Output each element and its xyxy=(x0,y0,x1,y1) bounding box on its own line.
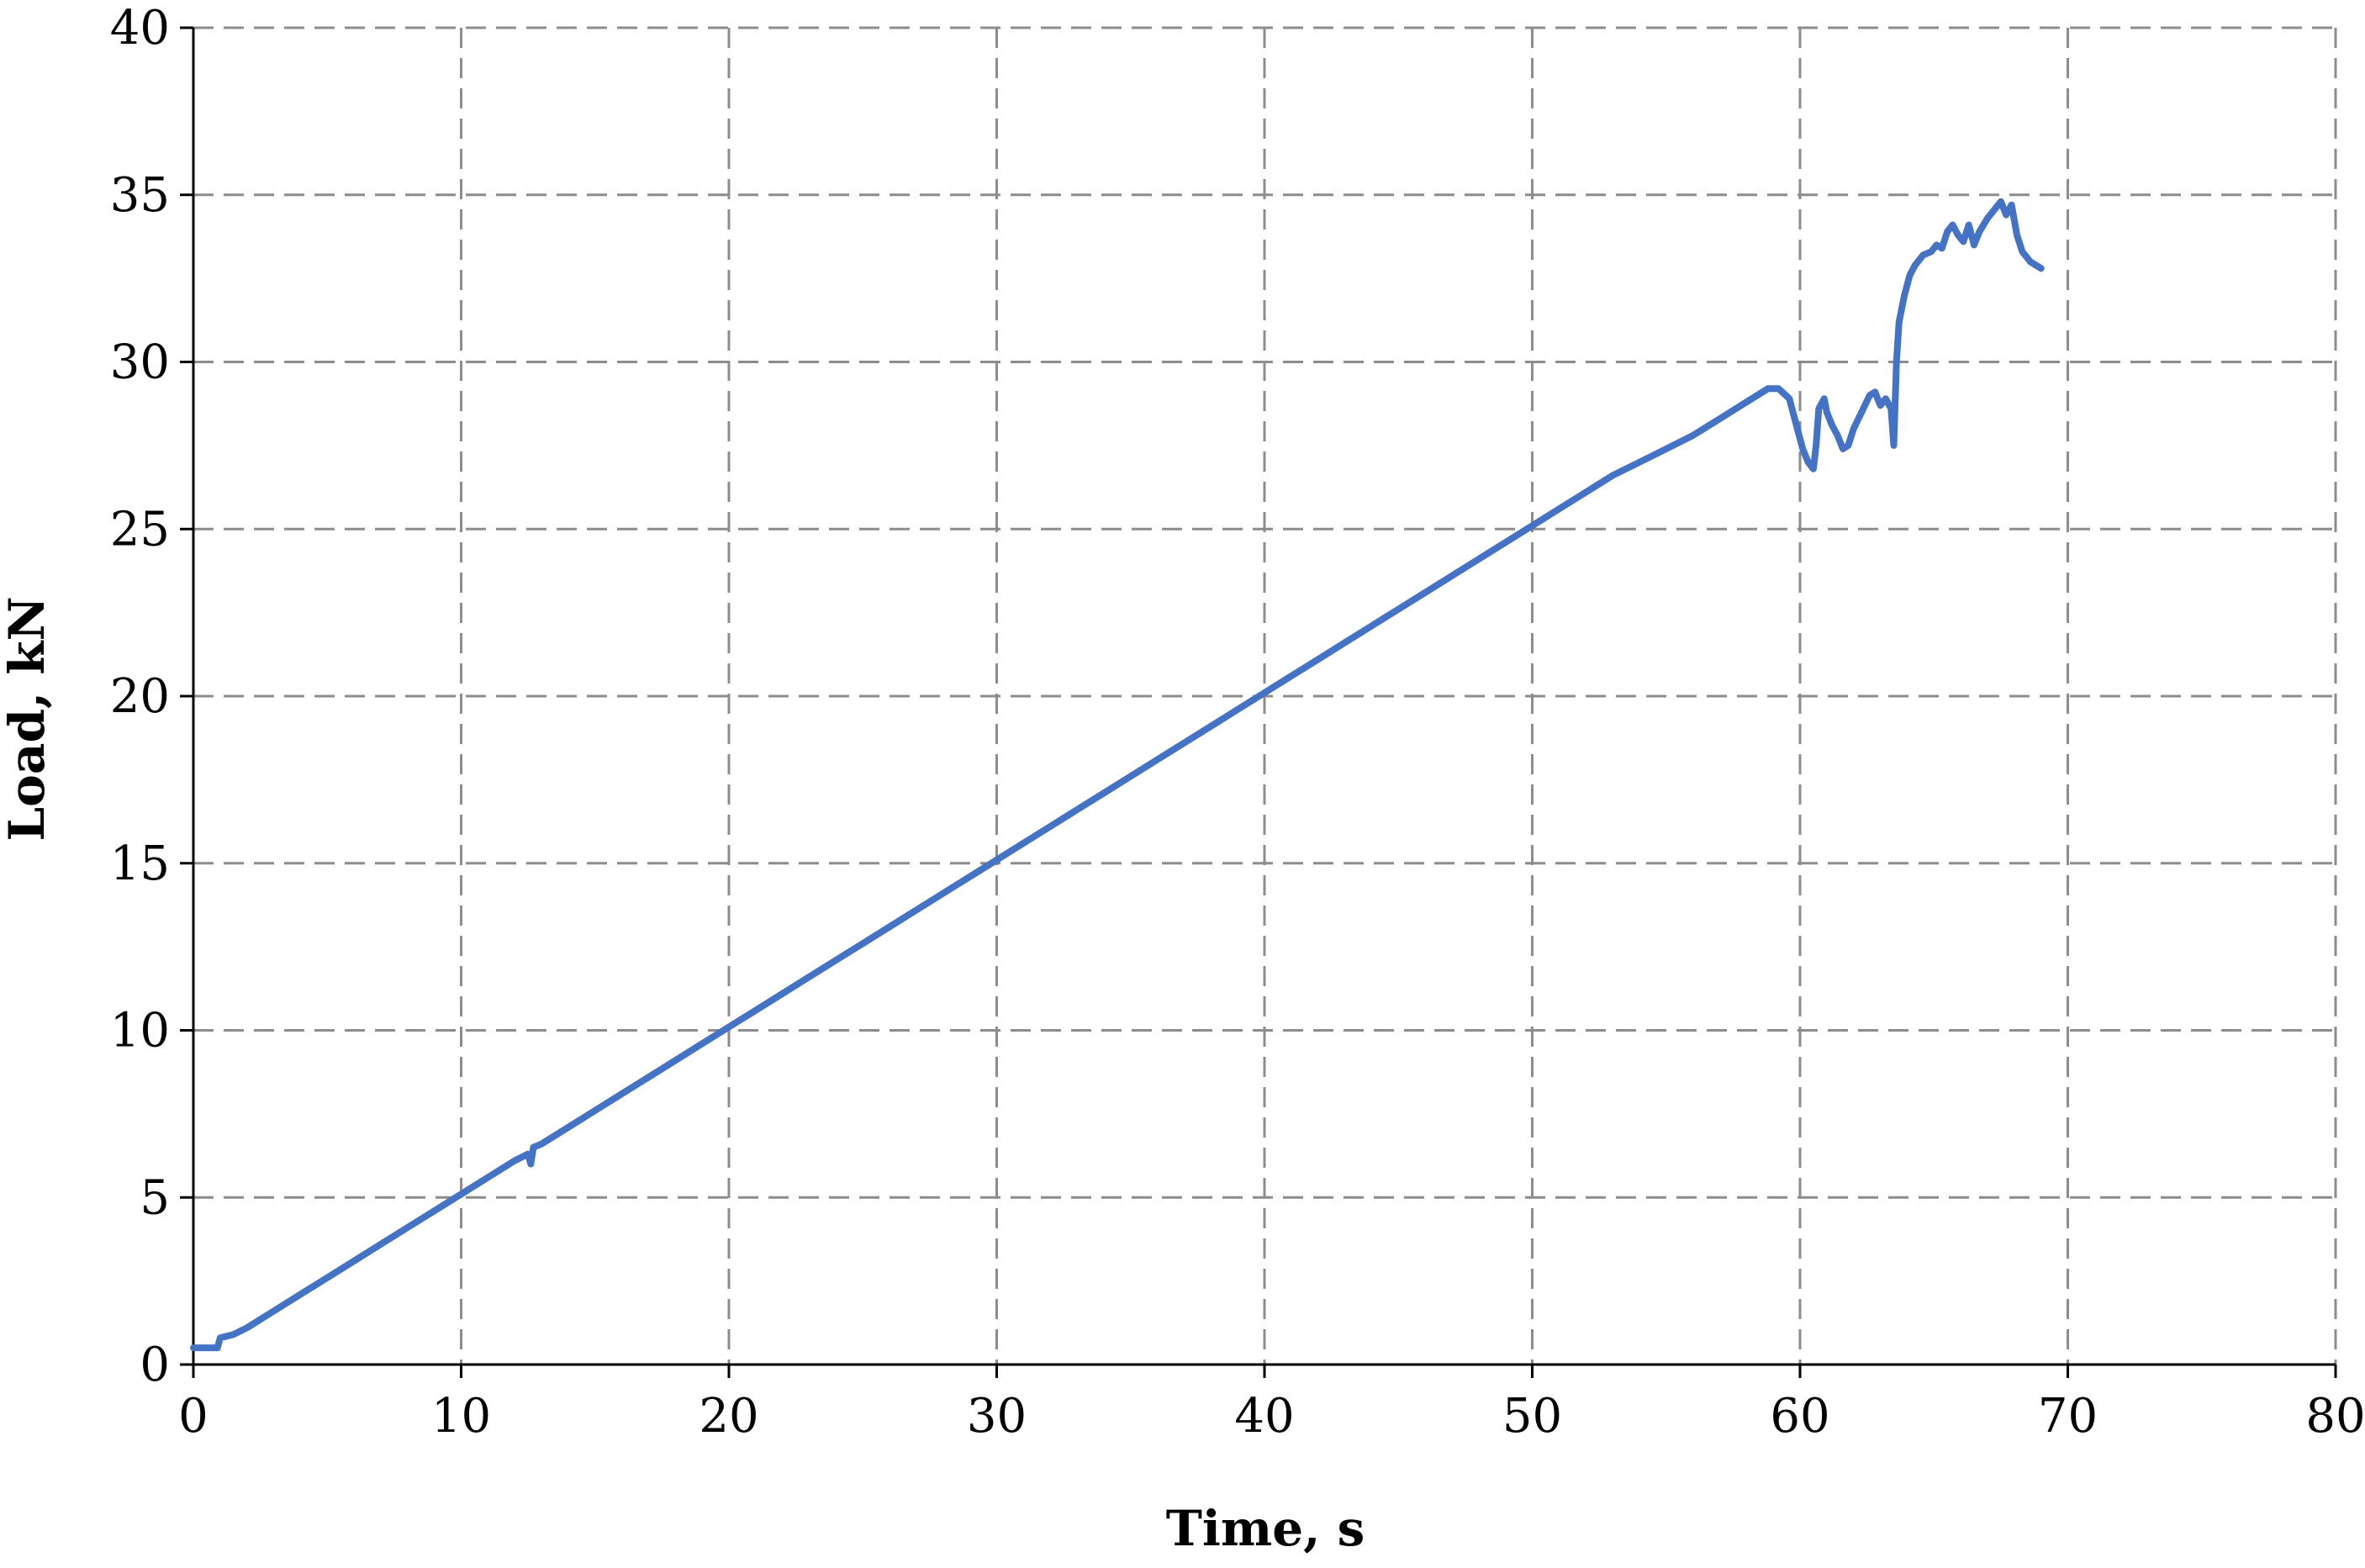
x-tick-label: 40 xyxy=(1234,1389,1294,1444)
y-tick-label: 10 xyxy=(110,1004,170,1059)
axes xyxy=(180,26,2337,1378)
y-tick-label: 15 xyxy=(110,837,170,891)
y-tick-label: 30 xyxy=(110,335,170,390)
y-tick-label: 35 xyxy=(110,168,170,223)
x-tick-label: 70 xyxy=(2038,1389,2098,1444)
x-axis-title: Time, s xyxy=(1166,1500,1365,1557)
y-tick-label: 20 xyxy=(110,669,170,724)
x-tick-labels: 0 10 20 30 40 50 60 70 80 xyxy=(178,1389,2365,1444)
x-tick-label: 60 xyxy=(1770,1389,1829,1444)
x-tick-label: 50 xyxy=(1502,1389,1562,1444)
y-tick-label: 40 xyxy=(110,1,170,55)
y-axis-title: Load, kN xyxy=(0,596,55,841)
x-tick-label: 0 xyxy=(178,1389,209,1444)
series-line-1 xyxy=(190,198,2045,1352)
y-tick-labels: 0 5 10 15 20 25 30 35 40 xyxy=(110,1,170,1392)
y-tick-label: 0 xyxy=(140,1338,170,1392)
series-layer xyxy=(190,198,2045,1352)
x-tick-label: 20 xyxy=(699,1389,758,1444)
y-tick-label: 5 xyxy=(140,1170,170,1225)
x-tick-label: 10 xyxy=(431,1389,491,1444)
x-tick-label: 80 xyxy=(2305,1389,2365,1444)
y-tick-label: 25 xyxy=(110,502,170,557)
x-tick-label: 30 xyxy=(967,1389,1027,1444)
